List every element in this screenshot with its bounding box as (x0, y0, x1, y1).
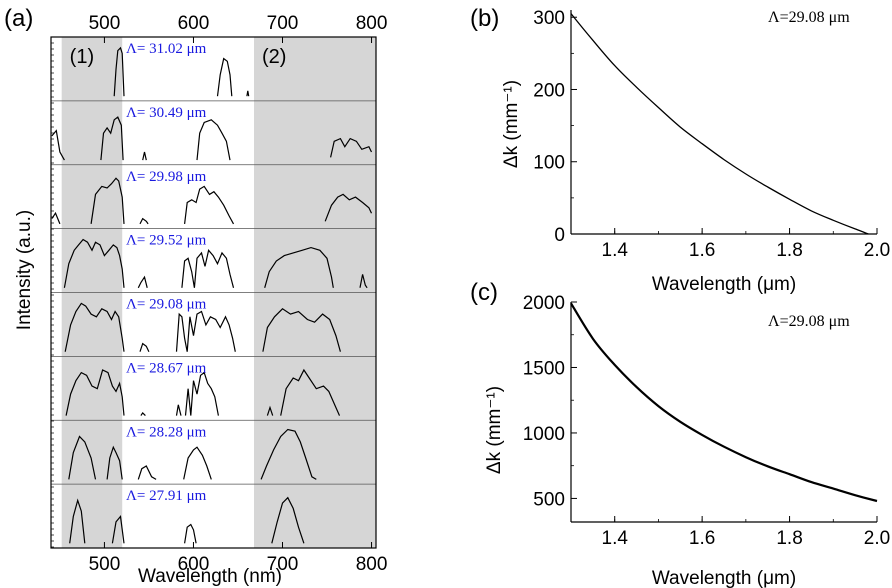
panel-a-frame (50, 36, 377, 549)
region-label-2: (2) (262, 46, 286, 68)
period-label-1: Λ= 31.02 μm (126, 41, 207, 57)
panel-b-xlabel: Wavelength (μm) (652, 274, 796, 295)
panel-c-x-tick-label: 1.4 (602, 528, 629, 549)
period-label-2: Λ= 30.49 μm (126, 105, 207, 121)
panel-c-curve (570, 302, 878, 503)
panel-b-y-tick-label: 100 (533, 153, 565, 174)
panel-b-plot: 1.4 1.6 1.8 2.0 0 100 200 300 (533, 8, 890, 261)
panel-c-ylabel: Δk (mm⁻¹) (484, 386, 505, 474)
intensity-trace-1 (113, 46, 250, 97)
x-tick-label-bottom: 600 (178, 554, 210, 575)
period-label-5: Λ= 29.08 μm (126, 297, 207, 313)
intensity-trace-6 (65, 368, 341, 417)
period-label-4: Λ= 29.52 μm (126, 233, 207, 249)
panel-c-x-tick-label: 1.6 (689, 528, 715, 549)
x-tick-label-bottom: 500 (89, 554, 121, 575)
intensity-trace-5 (64, 302, 341, 352)
panel-b-x-tick-label: 2.0 (864, 240, 890, 261)
panel-b-ylabel: Δk (mm⁻¹) (501, 80, 522, 168)
panel-a-xlabel: Wavelength (nm) (138, 566, 282, 587)
panel-b-curve (570, 13, 869, 235)
panel-c-plot: 1.4 1.6 1.8 2.0 500 1000 1500 2000 (523, 293, 890, 549)
panel-b-annotation: Λ=29.08 μm (768, 9, 850, 26)
panel-c-y-tick-label: 500 (533, 489, 565, 510)
panel-b-letter: (b) (470, 5, 499, 32)
panel-a: (a) (1) (2) Λ= 31.02 μm Λ= 30.49 μm Λ= 29.9… (4, 5, 387, 587)
panel-c-annotation: Λ=29.08 μm (768, 313, 850, 330)
intensity-trace-2 (51, 116, 373, 161)
panel-a-ticks: 500 500 600 600 700 700 800 800 (89, 13, 388, 575)
period-label-7: Λ= 28.28 μm (126, 424, 207, 440)
panel-c: (c) 1.4 1.6 1.8 2.0 500 1000 1500 2000 Λ=29.08 … (470, 279, 890, 588)
period-label-3: Λ= 29.98 μm (126, 169, 207, 185)
intensity-trace-4 (63, 238, 368, 289)
period-label-8: Λ= 27.91 μm (126, 488, 207, 504)
panel-c-y-tick-label: 1500 (523, 358, 565, 379)
panel-a-ylabel: Intensity (a.u.) (14, 210, 35, 330)
x-tick-label-top: 500 (89, 13, 121, 34)
panel-b-x-tick-label: 1.6 (689, 240, 715, 261)
intensity-trace-3 (51, 177, 373, 225)
panel-c-letter: (c) (470, 279, 498, 306)
region-label-1: (1) (70, 46, 94, 68)
intensity-trace-8 (69, 496, 305, 544)
panel-b-y-tick-label: 300 (533, 8, 565, 29)
intensity-trace-7 (68, 428, 317, 480)
panel-c-x-tick-label: 1.8 (776, 528, 802, 549)
panel-b-x-tick-label: 1.8 (776, 240, 802, 261)
x-tick-label-bottom: 800 (356, 554, 388, 575)
panel-b: (b) 1.4 1.6 1.8 2.0 0 100 200 300 Λ=29.08 μm Wa… (470, 5, 890, 295)
panel-c-x-tick-label: 2.0 (864, 528, 890, 549)
intensity-traces: Λ= 31.02 μm Λ= 30.49 μm Λ= 29.98 μm Λ= 29.5… (51, 41, 373, 544)
x-tick-label-top: 700 (267, 13, 299, 34)
panel-c-y-tick-label: 1000 (523, 424, 565, 445)
x-tick-label-top: 600 (178, 13, 210, 34)
spectrum-separators (51, 100, 376, 485)
panel-b-x-tick-label: 1.4 (602, 240, 629, 261)
x-tick-label-top: 800 (356, 13, 388, 34)
panel-a-border (50, 36, 377, 549)
panel-c-xlabel: Wavelength (μm) (652, 568, 796, 588)
panel-a-letter: (a) (4, 5, 33, 32)
x-tick-label-bottom: 700 (267, 554, 299, 575)
panel-b-y-tick-label: 200 (533, 80, 565, 101)
panel-b-y-tick-label: 0 (554, 225, 565, 246)
period-label-6: Λ= 28.67 μm (126, 360, 207, 376)
panel-c-y-tick-label: 2000 (523, 293, 565, 314)
